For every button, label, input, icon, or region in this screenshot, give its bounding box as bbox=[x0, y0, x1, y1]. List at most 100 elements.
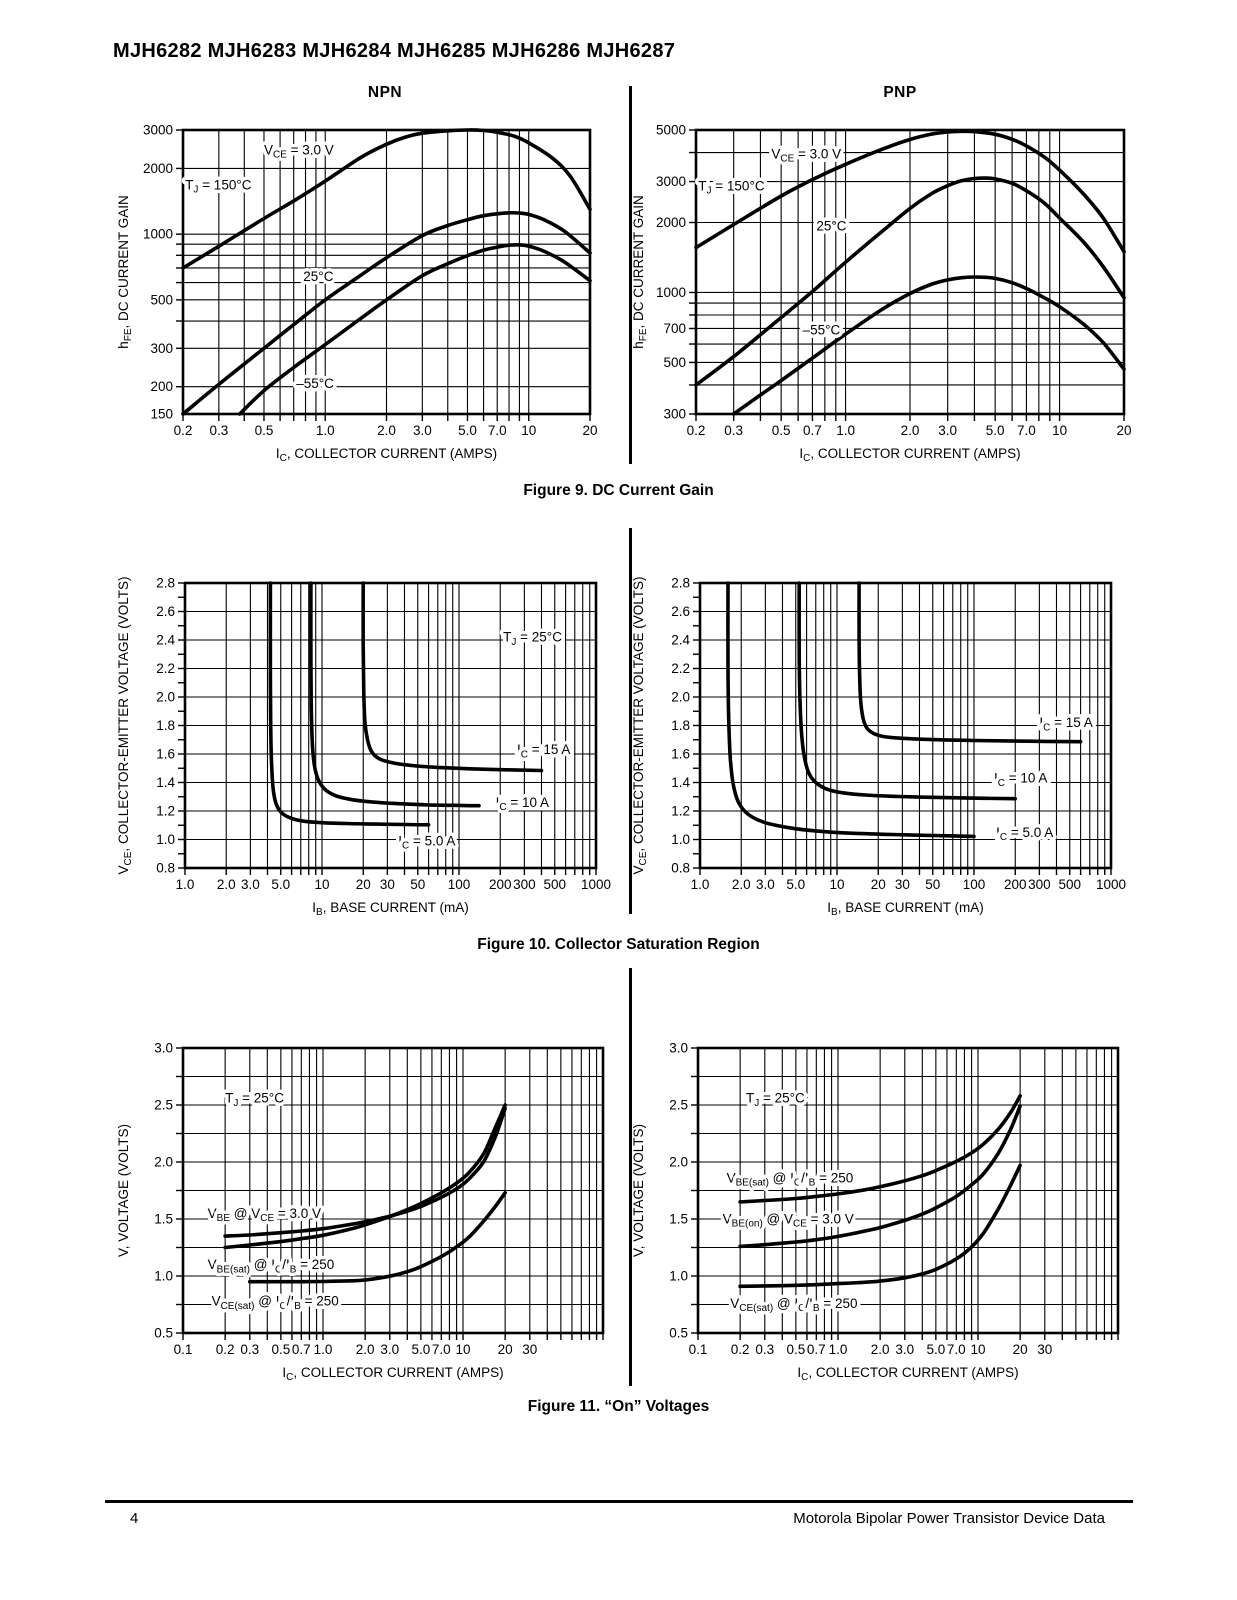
y-tick-label: 2.0 bbox=[156, 690, 175, 705]
x-tick-label: 0.1 bbox=[174, 1342, 193, 1357]
y-tick-label: 1.8 bbox=[156, 718, 175, 733]
column-divider-fig10 bbox=[629, 528, 632, 914]
x-tick-label: 20 bbox=[871, 877, 886, 892]
fig9-npn-svg: VCE = 3.0 VTJ = 150°C25°C–55°C0.2 0.3 0.5 1… bbox=[116, 123, 598, 465]
x-tick-label: 0.2 bbox=[731, 1342, 750, 1357]
x-tick-label: 20 bbox=[356, 877, 371, 892]
y-tick-label: 5000 bbox=[656, 123, 686, 138]
x-axis-title: IB, BASE CURRENT (mA) bbox=[827, 900, 983, 918]
npn-column-label: NPN bbox=[367, 84, 403, 101]
x-tick-label: 1000 bbox=[1096, 877, 1126, 892]
x-tick-label: 300 bbox=[1028, 877, 1051, 892]
y-tick-label: 700 bbox=[663, 321, 686, 336]
x-tick-label: 10 bbox=[1052, 423, 1067, 438]
y-tick-label: 3000 bbox=[656, 174, 686, 189]
x-tick-label: 30 bbox=[895, 877, 910, 892]
x-tick-label: 1.0 bbox=[316, 423, 335, 438]
annotation: VBE(sat) @ IC/IB = 250 bbox=[208, 1257, 335, 1275]
y-tick-label: 1.5 bbox=[154, 1212, 173, 1227]
fig11-npn-svg: TJ = 25°C VBE @ VCE = 3.0 V VBE(sat) @ IC/… bbox=[116, 1041, 605, 1383]
annotation: IC = 15 A bbox=[517, 742, 570, 760]
y-tick-label: 1.2 bbox=[156, 804, 175, 819]
figure10-caption: Figure 10. Collector Saturation Region bbox=[477, 936, 760, 953]
fig9-npn-curve-2 bbox=[237, 243, 592, 416]
x-tick-label: 300 bbox=[513, 877, 536, 892]
fig9-pnp-svg: VCE = 3.0 VTJ = 150°C25°C–55°C0.2 0.3 0.5 0… bbox=[631, 123, 1132, 465]
fig9-pnp-curve-0 bbox=[694, 129, 1126, 254]
y-tick-label: 1.5 bbox=[669, 1212, 688, 1227]
x-tick-label: 3.0 bbox=[413, 423, 432, 438]
figure11-caption: Figure 11. “On” Voltages bbox=[527, 1398, 710, 1415]
x-tick-label: 2.0 bbox=[901, 423, 920, 438]
fig10-pnp-chart: IC = 15 A IC = 10 A IC = 5.0 A 1.0 2.0 3.0 5.0… bbox=[630, 552, 1142, 952]
x-tick-label: 5.0 bbox=[986, 423, 1005, 438]
fig11-npn-curve-2 bbox=[248, 1191, 507, 1284]
x-tick-label: 0.5 bbox=[271, 1342, 290, 1357]
y-tick-label: 2.0 bbox=[669, 1155, 688, 1170]
x-tick-label: 7.0 bbox=[488, 423, 507, 438]
x-tick-label: 0.1 bbox=[689, 1342, 708, 1357]
x-tick-label: 0.3 bbox=[755, 1342, 774, 1357]
y-tick-label: 1.0 bbox=[671, 832, 690, 847]
annotation: VCE(sat) @ IC/IB = 250 bbox=[730, 1296, 857, 1314]
x-axis-title: IB, BASE CURRENT (mA) bbox=[312, 900, 468, 918]
x-tick-label: 0.3 bbox=[240, 1342, 259, 1357]
y-tick-label: 1.2 bbox=[671, 804, 690, 819]
fig10-npn-curve-0 bbox=[268, 581, 431, 827]
fig11-npn-chart: TJ = 25°C VBE @ VCE = 3.0 V VBE(sat) @ IC/… bbox=[115, 1005, 627, 1405]
x-tick-label: 10 bbox=[314, 877, 329, 892]
fig10-npn-curve-1 bbox=[309, 581, 481, 808]
fig10-npn-curve-2 bbox=[361, 581, 544, 773]
fig10-pnp-curve-2 bbox=[857, 581, 1083, 744]
annotation: TJ = 25°C bbox=[225, 1091, 284, 1109]
y-axis-title: VCE, COLLECTOR-EMITTER VOLTAGE (VOLTS) bbox=[116, 577, 134, 875]
x-tick-label: 30 bbox=[522, 1342, 537, 1357]
footer-text: Motorola Bipolar Power Transistor Device… bbox=[793, 1510, 1105, 1527]
fig10-pnp-svg: IC = 15 A IC = 10 A IC = 5.0 A 1.0 2.0 3.0 5.0… bbox=[631, 576, 1126, 919]
fig10-npn-chart: TJ = 25°C IC = 15 A IC = 10 A IC = 5.0 A 1.0… bbox=[115, 552, 627, 952]
x-tick-label: 3.0 bbox=[241, 877, 260, 892]
x-tick-label: 1.0 bbox=[829, 1342, 848, 1357]
x-tick-label: 1.0 bbox=[836, 423, 855, 438]
footer-rule bbox=[105, 1500, 1133, 1503]
y-tick-label: 1.6 bbox=[156, 747, 175, 762]
x-tick-label: 20 bbox=[1116, 423, 1131, 438]
y-tick-label: 0.8 bbox=[671, 861, 690, 876]
y-tick-label: 0.5 bbox=[669, 1326, 688, 1341]
y-tick-label: 1.8 bbox=[671, 718, 690, 733]
y-tick-label: 2.2 bbox=[156, 661, 175, 676]
y-tick-label: 500 bbox=[150, 292, 173, 307]
x-tick-label: 500 bbox=[543, 877, 566, 892]
x-tick-label: 30 bbox=[1037, 1342, 1052, 1357]
y-tick-label: 2.4 bbox=[156, 633, 175, 648]
annotation: VCE(sat) @ IC/IB = 250 bbox=[212, 1294, 339, 1312]
y-axis-title: V, VOLTAGE (VOLTS) bbox=[631, 1124, 646, 1257]
y-axis-title: hFE, DC CURRENT GAIN bbox=[116, 195, 134, 349]
x-tick-label: 0.5 bbox=[255, 423, 274, 438]
x-tick-label: 2.0 bbox=[356, 1342, 375, 1357]
x-tick-label: 5.0 bbox=[458, 423, 477, 438]
x-tick-label: 3.0 bbox=[895, 1342, 914, 1357]
annotation: IC = 10 A bbox=[994, 771, 1047, 789]
y-tick-label: 2.6 bbox=[671, 604, 690, 619]
y-tick-label: 300 bbox=[663, 407, 686, 422]
x-tick-label: 1.0 bbox=[691, 877, 710, 892]
y-tick-label: 2.2 bbox=[671, 661, 690, 676]
annotation: 25°C bbox=[303, 269, 333, 284]
x-tick-label: 5.0 bbox=[926, 1342, 945, 1357]
y-tick-label: 2000 bbox=[656, 215, 686, 230]
y-tick-label: 3.0 bbox=[154, 1041, 173, 1056]
annotation: VBE @ VCE = 3.0 V bbox=[208, 1206, 321, 1224]
x-tick-label: 3.0 bbox=[380, 1342, 399, 1357]
x-tick-label: 50 bbox=[410, 877, 425, 892]
x-tick-label: 1.0 bbox=[314, 1342, 333, 1357]
fig11-npn-curve-1 bbox=[223, 1103, 507, 1250]
annotation: –55°C bbox=[296, 376, 334, 391]
y-tick-label: 1000 bbox=[656, 285, 686, 300]
x-tick-label: 100 bbox=[448, 877, 471, 892]
x-tick-label: 2.0 bbox=[871, 1342, 890, 1357]
x-tick-label: 10 bbox=[829, 877, 844, 892]
x-axis-title: IC, COLLECTOR CURRENT (AMPS) bbox=[799, 446, 1020, 464]
y-tick-label: 3000 bbox=[143, 123, 173, 138]
